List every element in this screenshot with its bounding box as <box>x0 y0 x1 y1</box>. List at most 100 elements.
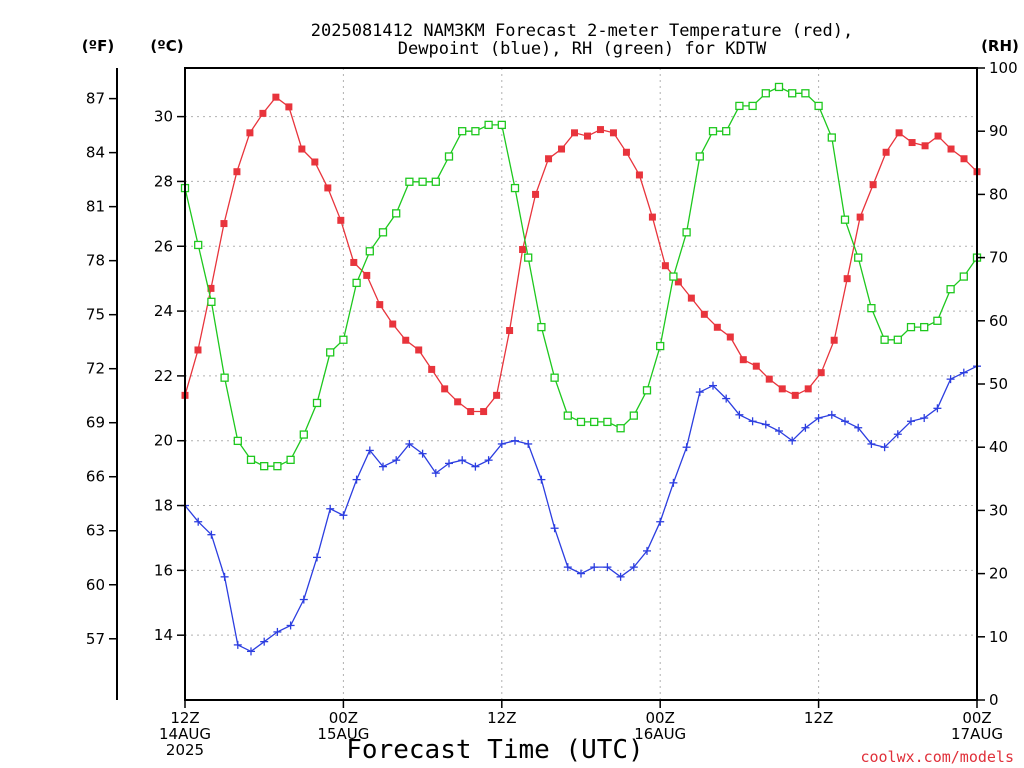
celsius-tick-label: 24 <box>154 302 173 320</box>
temperature-point <box>506 327 514 335</box>
series-layer <box>180 82 982 656</box>
dewpoint-point <box>761 420 770 429</box>
dewpoint-point <box>511 436 519 445</box>
dewpoint-point <box>682 443 691 452</box>
temperature-point <box>583 132 591 140</box>
rh-series-line <box>184 86 978 467</box>
fahrenheit-tick-label: 87 <box>86 90 105 108</box>
x-tick-label: 00Z <box>646 709 675 727</box>
dewpoint-point <box>299 595 308 604</box>
temperature-point <box>207 284 215 292</box>
rh-tick-label: 0 <box>989 691 999 709</box>
dewpoint-point <box>841 417 849 426</box>
rh-point <box>906 322 916 332</box>
temperature-point <box>687 294 695 302</box>
temperature-point <box>493 391 501 399</box>
temperature-point <box>298 145 306 153</box>
temperature-point <box>648 213 656 221</box>
x-tick-label: 2025 <box>166 741 204 759</box>
x-tick-label: 14AUG <box>159 725 211 743</box>
temperature-point <box>428 365 436 373</box>
temperature-point <box>402 336 410 344</box>
dewpoint-point <box>392 456 401 465</box>
temperature-point <box>545 155 553 163</box>
temperature-point <box>246 129 254 137</box>
rh-point <box>616 424 625 433</box>
dewpoint-point <box>695 388 704 397</box>
dewpoint-point <box>643 546 651 555</box>
rh-point <box>537 322 546 332</box>
dewpoint-point <box>709 381 717 390</box>
temperature-point <box>532 190 540 198</box>
dewpoint-point <box>326 504 335 513</box>
dewpoint-series-line <box>184 365 978 653</box>
temperature-point <box>882 148 890 156</box>
rh-point <box>735 101 744 111</box>
temperature-point <box>376 301 384 309</box>
temperature-point <box>739 356 747 364</box>
chart-title-line-1: 2025081412 NAM3KM Forecast 2-meter Tempe… <box>311 21 853 41</box>
rh-point <box>576 417 586 427</box>
rh-point <box>312 398 322 408</box>
temperature-point <box>778 385 786 393</box>
dewpoint-point <box>748 417 757 426</box>
x-tick-label: 12Z <box>170 709 199 727</box>
dewpoint-point <box>616 572 625 581</box>
rh-tick-label: 50 <box>989 375 1008 393</box>
celsius-tick-label: 28 <box>154 172 173 190</box>
rh-point <box>273 462 282 471</box>
chart-title-line-2: Dewpoint (blue), RH (green) for KDTW <box>398 39 767 59</box>
celsius-tick-label: 18 <box>154 497 173 515</box>
dewpoint-point <box>273 627 282 636</box>
dewpoint-point <box>603 563 612 572</box>
temperature-point <box>415 346 423 354</box>
temperature-point <box>817 369 825 377</box>
rh-point <box>431 177 440 186</box>
rh-point <box>801 89 810 98</box>
rh-point <box>920 322 929 332</box>
rh-tick-label: 40 <box>989 438 1008 456</box>
dewpoint-point <box>880 443 889 452</box>
temperature-point <box>259 109 267 117</box>
rh-point <box>880 335 889 344</box>
plot-frame <box>184 67 978 701</box>
temperature-point <box>194 346 202 354</box>
temperature-point <box>921 142 929 150</box>
rh-point <box>471 127 480 136</box>
dewpoint-point <box>907 417 915 426</box>
temperature-point <box>480 408 488 416</box>
dewpoint-point <box>207 530 216 539</box>
rh-tick-label: 90 <box>989 122 1008 140</box>
rh-point <box>933 316 942 325</box>
temperature-point <box>609 129 617 137</box>
temperature-point <box>726 333 734 341</box>
dewpoint-point <box>352 475 361 484</box>
dewpoint-point <box>893 430 902 439</box>
rh-point <box>893 335 902 344</box>
rh-point <box>642 386 652 395</box>
rh-point <box>788 89 797 98</box>
temperature-point <box>220 220 228 228</box>
rh-point <box>352 278 361 288</box>
temperature-point <box>311 158 319 166</box>
x-tick-label: 15AUG <box>317 725 369 743</box>
rh-tick-label: 30 <box>989 501 1008 519</box>
dewpoint-point <box>801 423 810 432</box>
axis-ticks: 14 16 18 20 22 24 26 28 30 57 60 63 66 69 72 75 78 81 84 87… <box>86 59 1018 759</box>
celsius-unit-label: (ºC) <box>150 37 183 55</box>
rh-point <box>774 82 784 92</box>
temperature-point <box>830 336 838 344</box>
dewpoint-point <box>405 439 414 448</box>
rh-tick-label: 20 <box>989 565 1008 583</box>
dewpoint-point <box>946 375 955 384</box>
temperature-point <box>908 139 916 147</box>
rh-tick-label: 80 <box>989 185 1008 203</box>
temperature-series-line <box>184 96 978 413</box>
rh-point <box>708 127 718 136</box>
temperature-point <box>350 258 358 266</box>
temperature-point <box>285 103 293 111</box>
dewpoint-point <box>194 517 203 526</box>
temperature-point <box>700 310 708 318</box>
temperature-point <box>713 323 721 331</box>
temperature-point <box>233 168 241 176</box>
